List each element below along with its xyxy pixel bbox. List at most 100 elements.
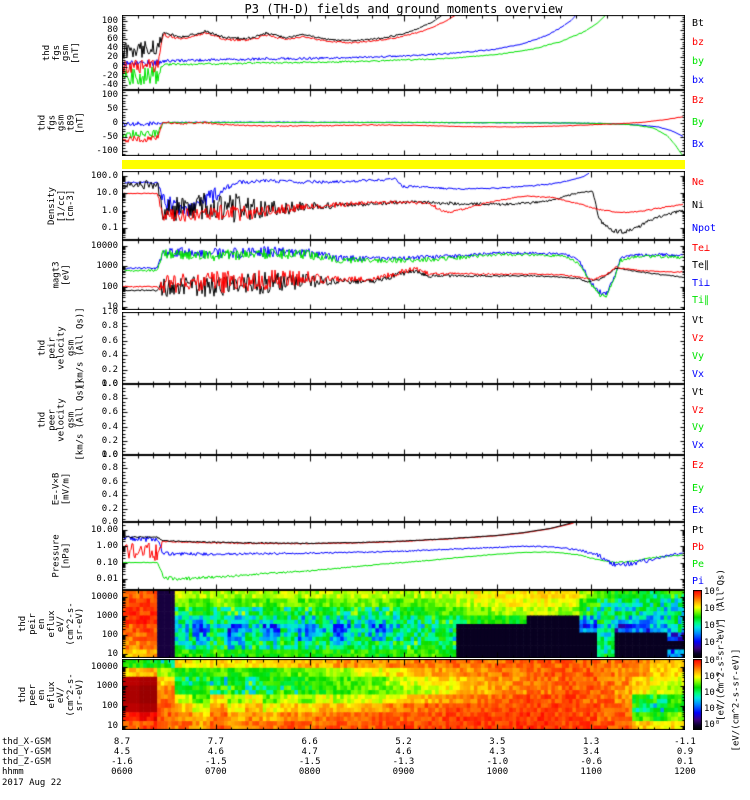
- panel-e-vxb-legend-Ez: Ez: [692, 460, 705, 472]
- panel-density-ytick: 10.0: [96, 188, 118, 199]
- bottom-row-thd_X-GSM-value: 5.2: [395, 737, 412, 747]
- panel-peir-en-eflux-label: thd peir en eflux eV/ (cm^2-s- sr-eV): [17, 602, 85, 646]
- panel-peir-velocity-ytick: 0.2: [101, 364, 118, 375]
- panel-fgs-gsm-t89-legend-By: By: [692, 117, 705, 128]
- panel-peer-en-eflux-ytick: 10000: [90, 661, 118, 672]
- panel-density-ytick: 100.0: [90, 171, 118, 182]
- bottom-row-thd_X-GSM-value: 3.5: [489, 737, 506, 747]
- date-label: 2017 Aug 22: [2, 778, 62, 788]
- panel-peer-velocity-ytick: 0.2: [101, 435, 118, 446]
- panel-magt3-plot: [122, 240, 685, 310]
- panel-pressure-label: Pressure [nPa]: [51, 534, 72, 578]
- panel-fgs-gsm-t89: [122, 90, 685, 156]
- bottom-row-thd_X-GSM-value: 6.6: [301, 737, 318, 747]
- panel-pressure-ytick: 10.00: [90, 525, 118, 536]
- panel-peir-velocity-plot: [122, 312, 685, 384]
- panel-e-vxb-label: E=-V×B [mV/m]: [51, 472, 72, 505]
- panel-fgs-gsm-ytick: 80: [107, 25, 118, 36]
- panel-peir-en-eflux: [122, 590, 685, 658]
- panel-pressure-ytick: 0.10: [96, 557, 118, 568]
- bottom-row-thd_Y-GSM-value: 4.5: [113, 747, 131, 757]
- panel-peer-en-eflux-colorbar: [693, 659, 702, 730]
- panel-fgs-gsm-legend-Bt: Bt: [692, 18, 705, 30]
- panel-pressure-legend-Pi: Pi: [692, 575, 705, 587]
- panel-fgs-gsm-t89-ytick: -50: [101, 131, 118, 142]
- panel-e-vxb-ytick: 0.4: [101, 490, 118, 501]
- panel-peir-velocity-label: thd peir velocity gsm [km/s (All Qs)]: [37, 307, 86, 389]
- bottom-row-thd_Z-GSM-value: -1.6: [111, 757, 133, 767]
- bottom-row-thd_Y-GSM-value: 4.3: [489, 747, 506, 757]
- panel-density: [122, 171, 685, 240]
- panel-fgs-gsm-t89-ytick: 50: [107, 104, 118, 115]
- panel-fgs-gsm-t89-ytick: 100: [101, 90, 118, 101]
- panel-e-vxb-legend-Ey: Ey: [692, 482, 705, 494]
- panel-fgs-gsm-legend-by: by: [692, 55, 705, 67]
- panel-e-vxb-legend-Ex: Ex: [692, 504, 705, 516]
- panel-peer-en-eflux-cbtick: 10⁸: [704, 656, 721, 667]
- panel-pressure: [122, 522, 685, 590]
- panel-magt3-legend-Te∥: Te∥: [692, 260, 710, 272]
- panel-fgs-gsm-ytick: -20: [101, 70, 118, 81]
- panel-peer-velocity-legend-Vy: Vy: [692, 422, 705, 434]
- panel-peir-velocity-ytick: 0.6: [101, 335, 118, 346]
- panel-e-vxb-ytick: 0.6: [101, 476, 118, 487]
- panel-fgs-gsm-ytick: 20: [107, 52, 118, 63]
- panel-pressure-legend-Pb: Pb: [692, 541, 705, 553]
- bottom-row-thd_Z-GSM-value: -1.5: [204, 757, 227, 767]
- panel-fgs-gsm-ytick: 0: [112, 61, 118, 72]
- panel-peer-velocity-legend-Vx: Vx: [692, 440, 705, 452]
- panel-fgs-gsm-t89-ytick: 0: [112, 118, 118, 128]
- bottom-row-thd_X-GSM-value: 7.7: [207, 737, 224, 747]
- panel-fgs-gsm-ytick: 60: [107, 34, 118, 45]
- bottom-row-thd_Z-GSM-value: 0.1: [676, 757, 694, 767]
- panel-peir-en-eflux-ytick: 1000: [96, 611, 118, 622]
- bottom-row-label-thd_Y-GSM: thd_Y-GSM: [2, 747, 51, 757]
- panel-fgs-gsm: [122, 15, 685, 90]
- panel-e-vxb-ytick: 0.2: [101, 503, 118, 514]
- bottom-row-thd_X-GSM-value: 1.3: [583, 737, 600, 747]
- panel-peir-velocity-legend-Vy: Vy: [692, 351, 705, 362]
- bottom-row-hhmm-value: 0700: [204, 767, 227, 777]
- panel-fgs-gsm-plot: [122, 15, 685, 90]
- panel-fgs-gsm-label: thd fgs gsm [nT]: [42, 41, 81, 64]
- bottom-row-thd_X-GSM-value: 8.7: [113, 737, 131, 747]
- panel-e-vxb-ytick: 1.0: [101, 450, 118, 460]
- bottom-axis: thd_X-GSM 8.7 7.7 6.6 5.2 3.5 1.3 -1.1 thd_Y-GSM…: [0, 730, 750, 800]
- bottom-row-thd_Y-GSM-value: 4.7: [301, 747, 318, 757]
- panel-peir-velocity-ytick: 0.0: [101, 379, 118, 389]
- panel-magt3-ytick: 10000: [90, 241, 118, 252]
- panel-pressure-legend-Pt: Pt: [692, 524, 705, 536]
- panel-density-label: Density [1/cc] [cm-3]: [46, 186, 76, 225]
- panel-density-legend-Npot: Npot: [692, 222, 717, 234]
- bottom-row-hhmm-value: 0900: [392, 767, 415, 777]
- panel-e-vxb-plot: [122, 455, 685, 522]
- panel-peir-velocity-legend-Vt: Vt: [692, 315, 705, 326]
- panel-peer-en-eflux-ytick: 10: [107, 720, 118, 731]
- bottom-row-thd_Z-GSM-value: -1.3: [392, 757, 415, 767]
- panel-density-ytick: 0.1: [101, 222, 118, 233]
- panel-density-legend-Ne: Ne: [692, 176, 705, 188]
- panel-density-legend-Ni: Ni: [692, 199, 705, 211]
- bottom-row-thd_Y-GSM-value: 4.6: [207, 747, 224, 757]
- bottom-row-thd_Z-GSM-value: -1.5: [298, 757, 321, 767]
- bottom-row-thd_X-GSM-value: -1.1: [674, 737, 696, 747]
- panel-fgs-gsm-t89-plot: [122, 90, 685, 156]
- panel-peir-en-eflux-cbtick: 10²: [704, 638, 721, 649]
- bottom-row-hhmm-value: 0600: [111, 767, 133, 777]
- panel-peer-velocity-ytick: 1.0: [101, 379, 118, 389]
- panel-magt3: [122, 240, 685, 310]
- panel-magt3-ytick: 1000: [96, 261, 118, 272]
- bottom-row-thd_Y-GSM-value: 3.4: [583, 747, 600, 757]
- panel-peer-en-eflux-cbtick: 10⁰: [704, 720, 721, 731]
- panel-fgs-gsm-ytick: 40: [107, 43, 118, 54]
- bottom-row-label-hhmm: hhmm: [2, 767, 24, 777]
- panel-magt3-legend-Ti⊥: Ti⊥: [692, 277, 711, 289]
- panel-peir-velocity-ytick: 0.4: [101, 350, 118, 361]
- panel-e-vxb: [122, 455, 685, 522]
- panel-peer-velocity: [122, 384, 685, 455]
- panel-peir-velocity-ytick: 0.8: [101, 321, 118, 332]
- panel-e-vxb-ytick: 0.0: [101, 517, 118, 527]
- panel-peir-en-eflux-ytick: 100: [101, 630, 118, 641]
- panel-fgs-gsm-ytick: 100: [101, 16, 118, 27]
